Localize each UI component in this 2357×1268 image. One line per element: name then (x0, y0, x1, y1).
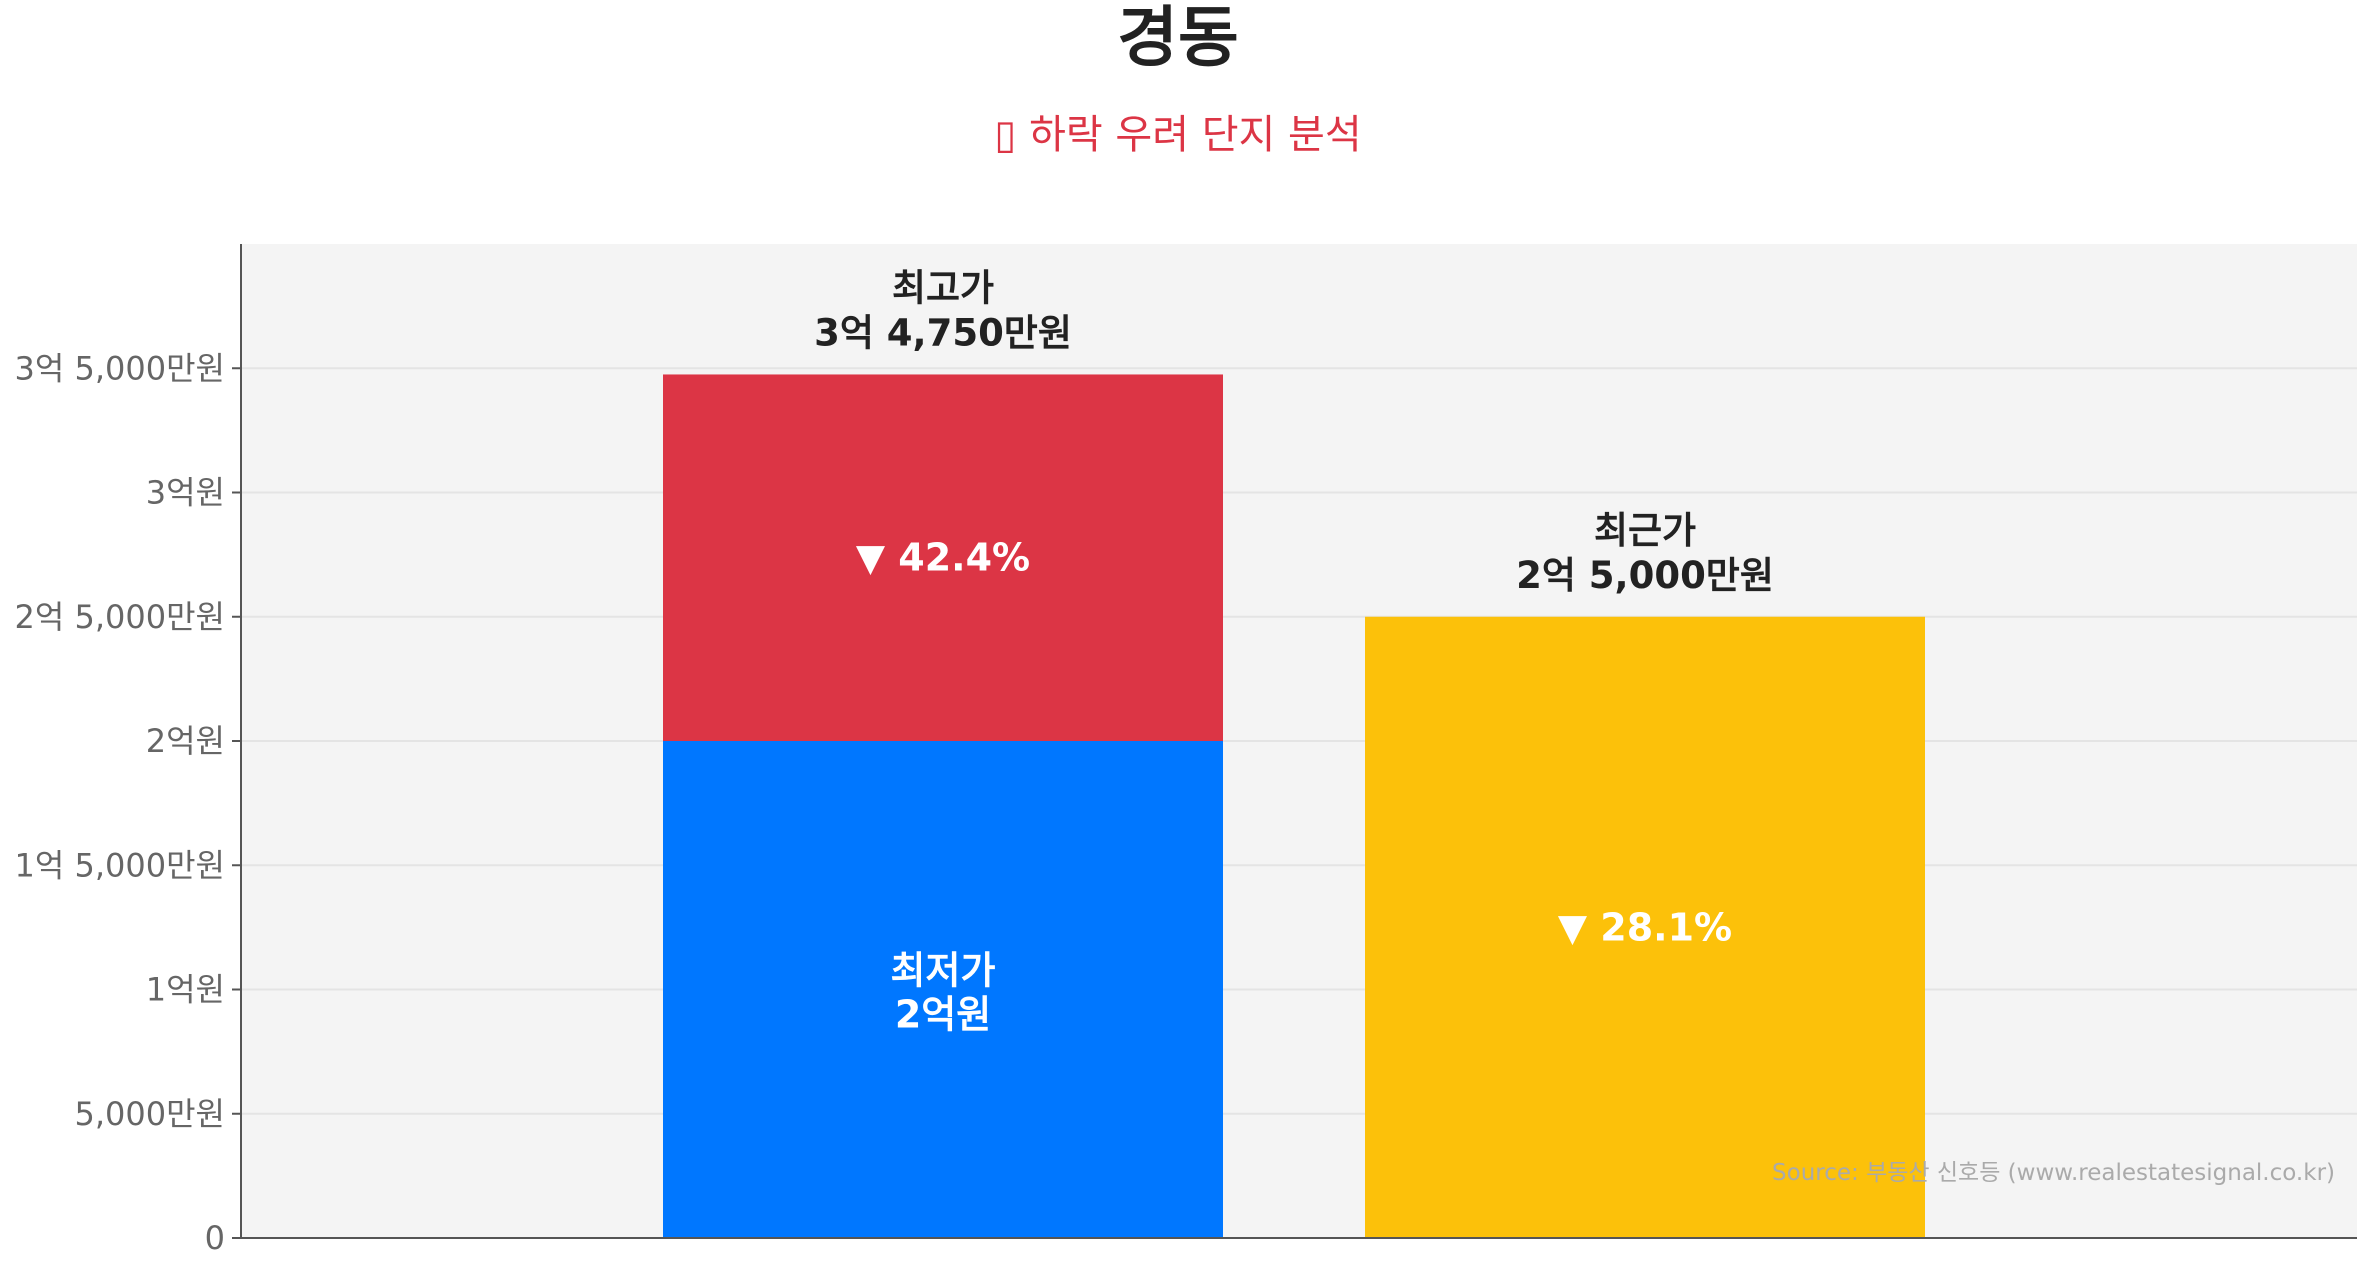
source-note: Source: 부동산 신호등 (www.realestatesignal.co… (1772, 1160, 2335, 1186)
min-price-label: 최저가 (891, 949, 996, 993)
chart-subtitle: ▯ 하락 우려 단지 분석 (994, 112, 1361, 158)
y-tick-label: 3억원 (146, 474, 225, 512)
max-price-label: 최고가 (892, 266, 994, 309)
recent-drop-percent: ▼ 28.1% (1558, 905, 1732, 949)
chart-title: 경동 (1117, 0, 1238, 76)
y-axis-ticks: 0 5,000만원 1억원 1억 5,000만원 2억원 2억 5,000만원 3억원 3억 … (15, 349, 241, 1257)
recent-price-value: 2억 5,000만원 (1516, 554, 1774, 597)
y-tick-label: 3억 5,000만원 (15, 349, 225, 387)
min-price-value: 2억원 (895, 993, 991, 1037)
y-tick-label: 1억 5,000만원 (15, 846, 225, 884)
recent-price-label: 최근가 (1594, 509, 1696, 552)
bar-min-price (663, 741, 1223, 1238)
max-drop-percent: ▼ 42.4% (856, 536, 1030, 580)
y-tick-label: 5,000만원 (75, 1095, 226, 1133)
max-price-value: 3억 4,750만원 (814, 311, 1072, 354)
bar-recent-price (1365, 616, 1925, 1238)
bars (663, 374, 1925, 1238)
y-tick-label: 2억원 (146, 722, 225, 760)
bar-max-price (663, 374, 1223, 741)
y-tick-label: 2억 5,000만원 (15, 598, 225, 636)
y-tick-label: 0 (205, 1219, 225, 1257)
y-tick-label: 1억원 (146, 971, 225, 1009)
